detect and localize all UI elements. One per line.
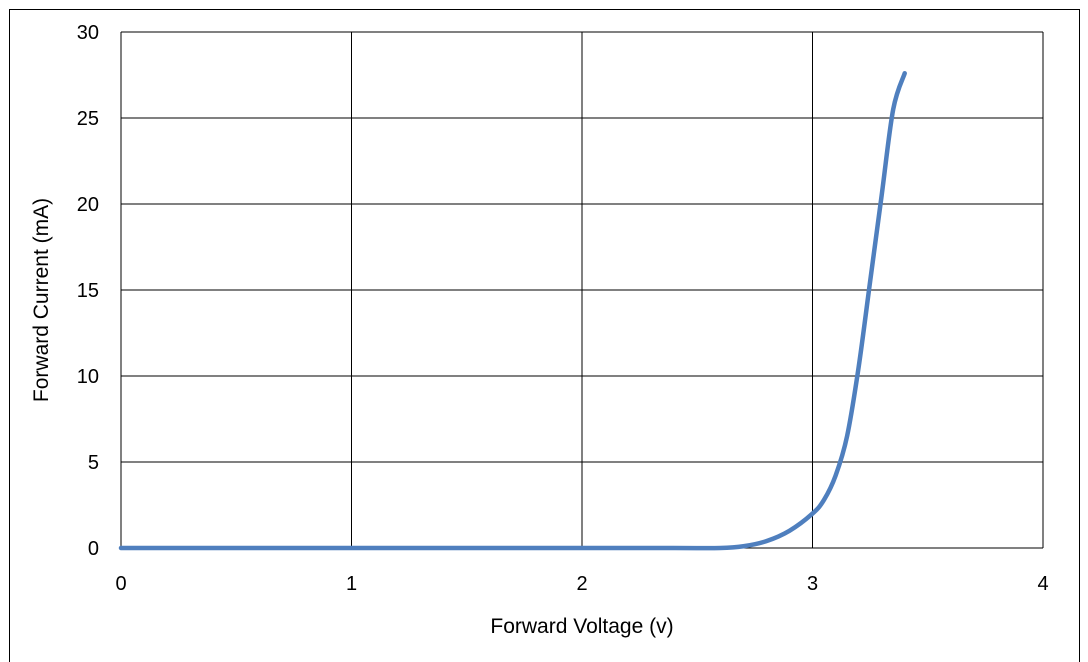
x-tick-label: 4 [1037,573,1048,595]
y-tick-label: 25 [77,108,99,130]
y-tick-label: 0 [88,538,99,560]
series-line [118,71,907,551]
y-axis-title: Forward Current (mA) [30,198,53,402]
x-tick-label: 2 [576,573,587,595]
x-tick-label: 3 [807,573,818,595]
y-tick-label: 30 [77,22,99,44]
tick-labels: 0 5 10 15 20 25 30 0 1 2 3 4 [77,22,1049,595]
y-tick-label: 5 [88,452,99,474]
y-tick-label: 20 [77,194,99,216]
x-tick-label: 1 [346,573,357,595]
y-tick-label: 10 [77,366,99,388]
x-axis-title: Forward Voltage (v) [490,615,673,638]
series-layer [118,71,907,551]
y-tick-label: 15 [77,280,99,302]
x-tick-label: 0 [115,573,126,595]
grid [120,31,1044,549]
